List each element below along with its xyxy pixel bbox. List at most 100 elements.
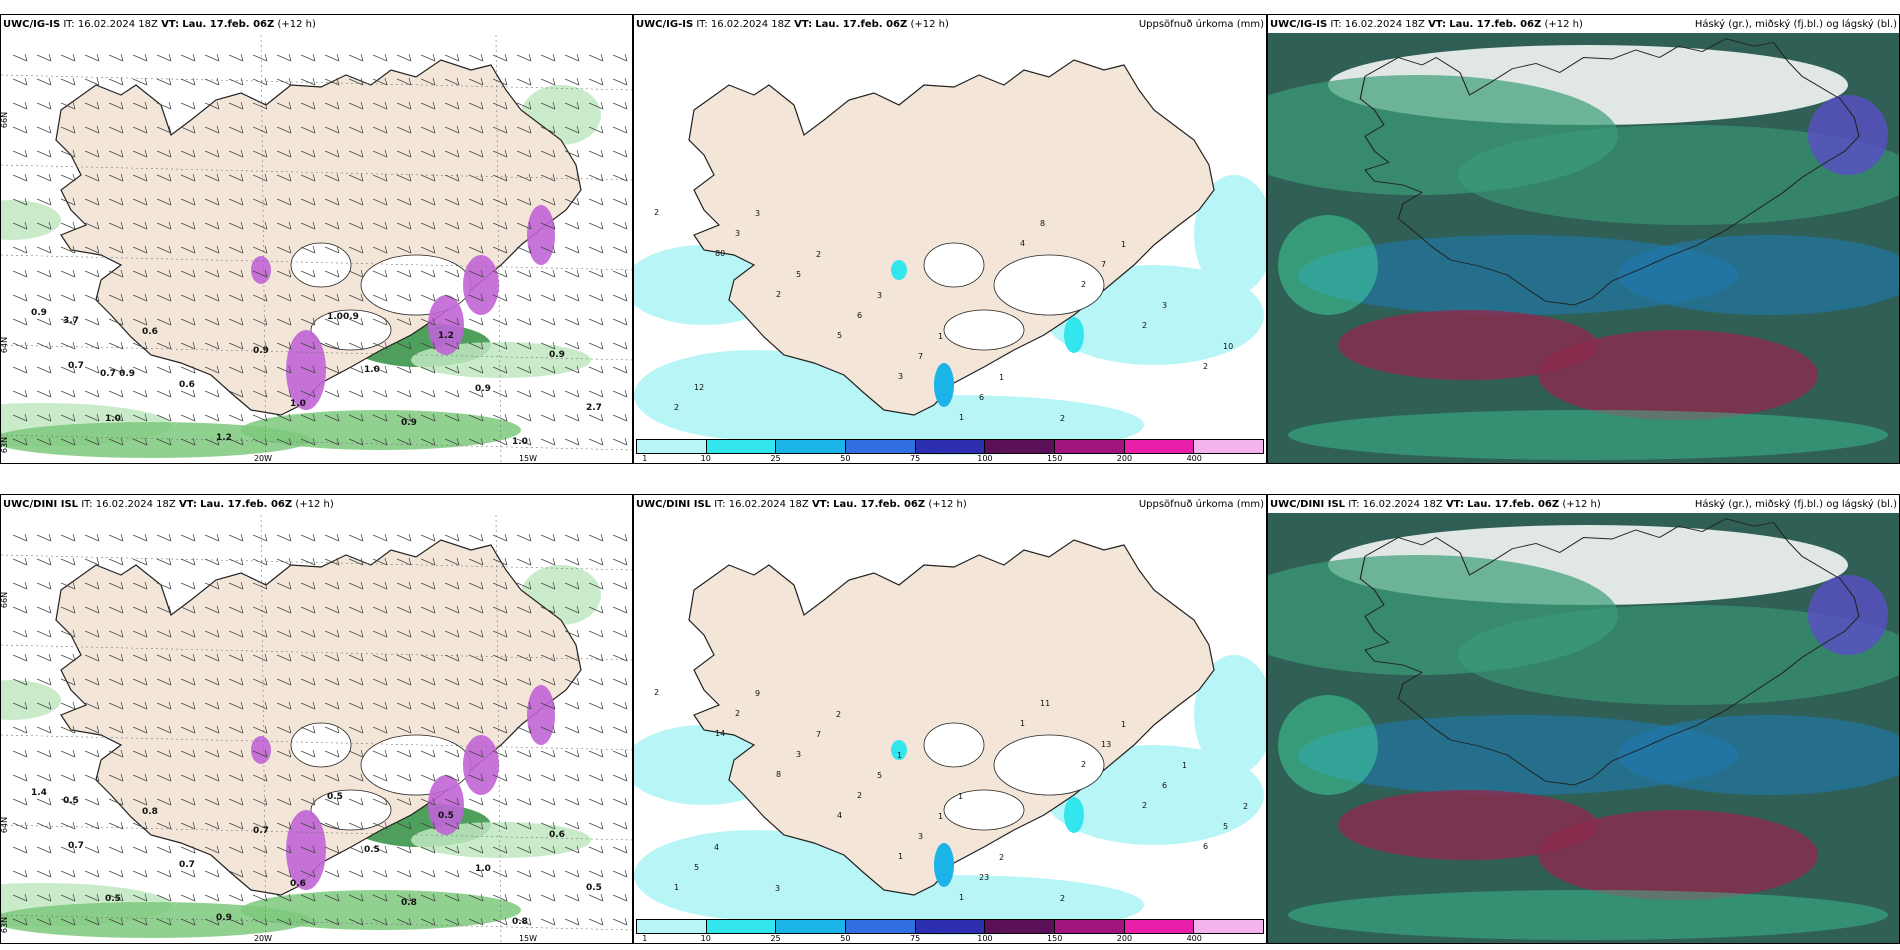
wind-barb	[612, 581, 628, 590]
precip-value: 5	[837, 331, 842, 340]
wind-barb	[516, 629, 532, 638]
wind-barb	[156, 653, 172, 662]
wind-barb	[492, 557, 508, 566]
wind-barb	[540, 413, 556, 422]
wind-barb	[60, 341, 76, 350]
wind-barb	[516, 293, 532, 302]
wind-barb	[60, 77, 76, 86]
wind-barb	[228, 629, 244, 638]
wind-barb	[516, 773, 532, 782]
wind-barb	[540, 917, 556, 926]
wind-barb	[84, 269, 100, 278]
lon-label: 15W	[519, 454, 537, 463]
wind-barb	[252, 221, 268, 230]
wind-barb	[12, 221, 28, 230]
panel-title: Uppsöfnuð úrkoma (mm)	[1138, 19, 1264, 30]
wind-barb	[516, 437, 532, 446]
cloud-layer-6	[1538, 810, 1818, 900]
wind-barb	[180, 773, 196, 782]
wind-barb	[468, 677, 484, 686]
vt-label: VT:	[811, 499, 830, 510]
wind-barb	[204, 53, 220, 62]
wind-barb	[60, 869, 76, 878]
precip-value: 1.0	[512, 437, 528, 447]
wind-barb	[468, 701, 484, 710]
precip-value: 11	[1040, 699, 1050, 708]
wind-barb	[60, 629, 76, 638]
wind-barb	[132, 293, 148, 302]
wind-barb	[252, 197, 268, 206]
colorbar-swatch	[706, 920, 777, 933]
wind-barb	[228, 197, 244, 206]
heavy-precip-3	[527, 685, 555, 745]
wind-barb	[204, 173, 220, 182]
wind-barb	[612, 629, 628, 638]
wind-barb	[468, 869, 484, 878]
lon-label: 20W	[254, 934, 272, 943]
precip-value: 0.6	[179, 380, 195, 390]
wind-barb	[348, 269, 364, 278]
wind-barb	[276, 869, 292, 878]
wind-barb	[372, 653, 388, 662]
wind-barb	[516, 101, 532, 110]
wind-barb	[588, 293, 604, 302]
wind-barb	[84, 533, 100, 542]
wind-barb	[324, 197, 340, 206]
wind-barb	[132, 869, 148, 878]
wind-barb	[156, 125, 172, 134]
wind-barb	[468, 749, 484, 758]
wind-barb	[300, 101, 316, 110]
wind-barb	[348, 917, 364, 926]
wind-barb	[468, 893, 484, 902]
wind-barb	[492, 365, 508, 374]
wind-barb	[564, 125, 580, 134]
glacier-2	[310, 789, 392, 831]
panel-header: UWC/DINI ISL IT: 16.02.2024 18Z VT: Lau.…	[636, 496, 1264, 514]
wind-barb	[396, 821, 412, 830]
wind-barb	[348, 869, 364, 878]
wind-panel-row1: UWC/IG-IS IT: 16.02.2024 18Z VT: Lau. 17…	[0, 14, 633, 464]
wind-barb	[516, 821, 532, 830]
wind-barb	[396, 245, 412, 254]
wind-barb	[372, 197, 388, 206]
wind-barb	[612, 893, 628, 902]
wind-barb	[516, 845, 532, 854]
wind-barb	[612, 341, 628, 350]
wind-barb	[492, 413, 508, 422]
wind-barb	[396, 365, 412, 374]
wind-barb	[252, 533, 268, 542]
colorbar-swatch	[637, 440, 707, 453]
wind-barb	[300, 245, 316, 254]
wind-barb	[372, 581, 388, 590]
wind-barb	[420, 125, 436, 134]
wind-barb	[228, 341, 244, 350]
wind-barb	[540, 245, 556, 254]
wind-barb	[36, 605, 52, 614]
wind-barb	[564, 269, 580, 278]
wind-barb	[228, 293, 244, 302]
precip-value: 3	[755, 209, 760, 218]
wind-barb	[516, 413, 532, 422]
wind-barb	[324, 245, 340, 254]
wind-barb	[564, 437, 580, 446]
wind-barb	[420, 581, 436, 590]
wind-barb	[204, 845, 220, 854]
glacier-0	[290, 242, 352, 288]
wind-barb	[228, 557, 244, 566]
precip-value: 2	[674, 403, 679, 412]
wind-barb	[588, 917, 604, 926]
wind-barb	[588, 389, 604, 398]
wind-barb	[588, 677, 604, 686]
wind-barb	[180, 389, 196, 398]
wind-barb	[588, 653, 604, 662]
wind-barb	[420, 341, 436, 350]
wind-barb	[108, 413, 124, 422]
wind-barb	[372, 677, 388, 686]
wind-barb	[492, 869, 508, 878]
wind-barb	[228, 821, 244, 830]
wind-barb	[204, 917, 220, 926]
precip-value: 1	[958, 792, 963, 801]
wind-barb	[516, 797, 532, 806]
wind-barb	[108, 917, 124, 926]
